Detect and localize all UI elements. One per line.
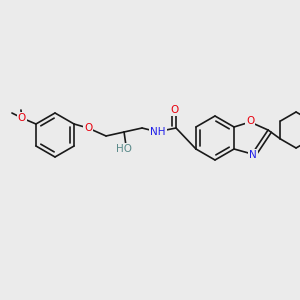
Text: N: N: [249, 150, 257, 160]
Text: O: O: [84, 123, 92, 133]
Text: O: O: [246, 116, 254, 126]
Text: O: O: [170, 105, 178, 115]
Text: HO: HO: [116, 144, 132, 154]
Text: NH: NH: [150, 127, 166, 137]
Text: O: O: [18, 113, 26, 123]
